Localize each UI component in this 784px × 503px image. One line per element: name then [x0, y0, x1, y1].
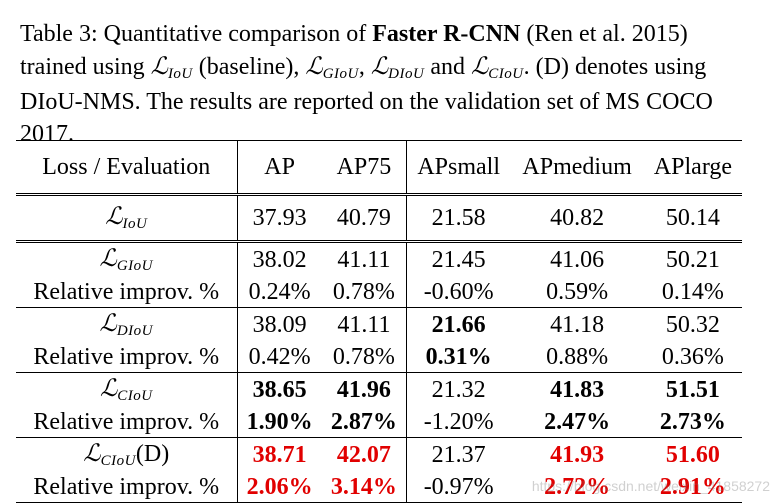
cell: 50.32	[643, 307, 742, 342]
caption-after-model: (Ren et al. 2015) trained using	[20, 21, 688, 80]
table-row-diou-rel: Relative improv. % 0.42% 0.78% 0.31% 0.8…	[16, 342, 742, 373]
cell: 0.24%	[248, 279, 311, 305]
cell: 0.31%	[425, 344, 492, 370]
cell: 0.78%	[321, 277, 408, 308]
table-row-iou: ℒIoU 37.93 40.79 21.58 40.82 50.14	[16, 193, 742, 242]
header-ap75: AP75	[321, 140, 408, 195]
cell: 50.14	[643, 193, 742, 242]
cell: -0.97%	[406, 472, 511, 503]
row-label: ℒIoU	[16, 193, 238, 242]
cell: 41.18	[510, 307, 644, 342]
header-loss: Loss / Evaluation	[16, 140, 238, 195]
cell: 2.73%	[659, 409, 726, 435]
cell: 2.87%	[321, 407, 408, 438]
cell: 37.93	[237, 193, 322, 242]
table-row-ciou-d: ℒCIoU(D) 38.71 42.07 21.37 41.93 51.60	[16, 437, 742, 472]
cell: 41.11	[321, 240, 408, 277]
cell: 0.59%	[546, 279, 609, 305]
cell: 2.06%	[237, 472, 322, 503]
row-label: ℒCIoU(D)	[16, 437, 238, 472]
cell: 1.90%	[246, 409, 313, 435]
caption-loss-diou: DIoU	[388, 66, 425, 82]
row-label: Relative improv. %	[16, 407, 238, 438]
caption-model: Faster R-CNN	[372, 21, 521, 47]
header-aplarge: APlarge	[643, 140, 742, 195]
cell: 41.83	[510, 372, 644, 407]
cell: 0.88%	[546, 344, 609, 370]
cell: 21.37	[406, 437, 511, 472]
table-row-giou-rel: Relative improv. % 0.24% 0.78% -0.60% 0.…	[16, 277, 742, 308]
cell: 51.60	[643, 437, 742, 472]
header-apsmall: APsmall	[406, 140, 511, 195]
row-label: ℒCIoU	[16, 372, 238, 407]
cell: 0.78%	[321, 342, 408, 373]
watermark: https://blog.csdn.net/weixin_41858272	[531, 478, 770, 494]
cell: 21.32	[406, 372, 511, 407]
row-label: Relative improv. %	[16, 342, 238, 373]
cell: 2.47%	[544, 409, 611, 435]
cell: 0.14%	[661, 279, 724, 305]
cell: 0.36%	[661, 344, 724, 370]
cell: -1.20%	[423, 409, 494, 435]
cell: -0.60%	[423, 279, 494, 305]
caption-loss-iou: IoU	[167, 66, 193, 82]
cell: 21.66	[406, 307, 511, 342]
cell: 41.93	[510, 437, 644, 472]
table-caption: Table 3: Quantitative comparison of Fast…	[20, 21, 713, 147]
row-label: ℒDIoU	[16, 307, 238, 342]
table-row-diou: ℒDIoU 38.09 41.11 21.66 41.18 50.32	[16, 307, 742, 342]
results-table: Loss / Evaluation AP AP75 APsmall APmedi…	[16, 140, 742, 503]
table-row-ciou-d-rel: Relative improv. % 2.06% 3.14% -0.97% 2.…	[16, 472, 742, 503]
cell: 41.96	[321, 372, 408, 407]
cell: 40.82	[510, 193, 644, 242]
cell: 0.42%	[248, 344, 311, 370]
row-label: Relative improv. %	[16, 472, 238, 503]
cell: 21.45	[406, 240, 511, 277]
cell: 42.07	[321, 437, 408, 472]
cell: 50.21	[643, 240, 742, 277]
cell: 51.51	[643, 372, 742, 407]
row-label: ℒGIoU	[16, 240, 238, 277]
header-ap: AP	[237, 140, 322, 195]
row-label: Relative improv. %	[16, 277, 238, 308]
cell: 38.02	[237, 240, 322, 277]
cell: 38.09	[237, 307, 322, 342]
table-row-giou: ℒGIoU 38.02 41.11 21.45 41.06 50.21	[16, 240, 742, 277]
cell: 40.79	[321, 193, 408, 242]
cell: 3.14%	[321, 472, 408, 503]
header-apmedium: APmedium	[510, 140, 644, 195]
caption-prefix: Table 3: Quantitative comparison of	[20, 21, 373, 47]
table-row-ciou-rel: Relative improv. % 1.90% 2.87% -1.20% 2.…	[16, 407, 742, 438]
cell: 38.65	[237, 372, 322, 407]
caption-loss-giou: GIoU	[322, 66, 359, 82]
cell: 41.11	[321, 307, 408, 342]
table-row-ciou: ℒCIoU 38.65 41.96 21.32 41.83 51.51	[16, 372, 742, 407]
header-row: Loss / Evaluation AP AP75 APsmall APmedi…	[16, 140, 742, 195]
cell: 41.06	[510, 240, 644, 277]
cell: 21.58	[406, 193, 511, 242]
caption-loss-ciou: CIoU	[488, 66, 524, 82]
cell: 38.71	[237, 437, 322, 472]
